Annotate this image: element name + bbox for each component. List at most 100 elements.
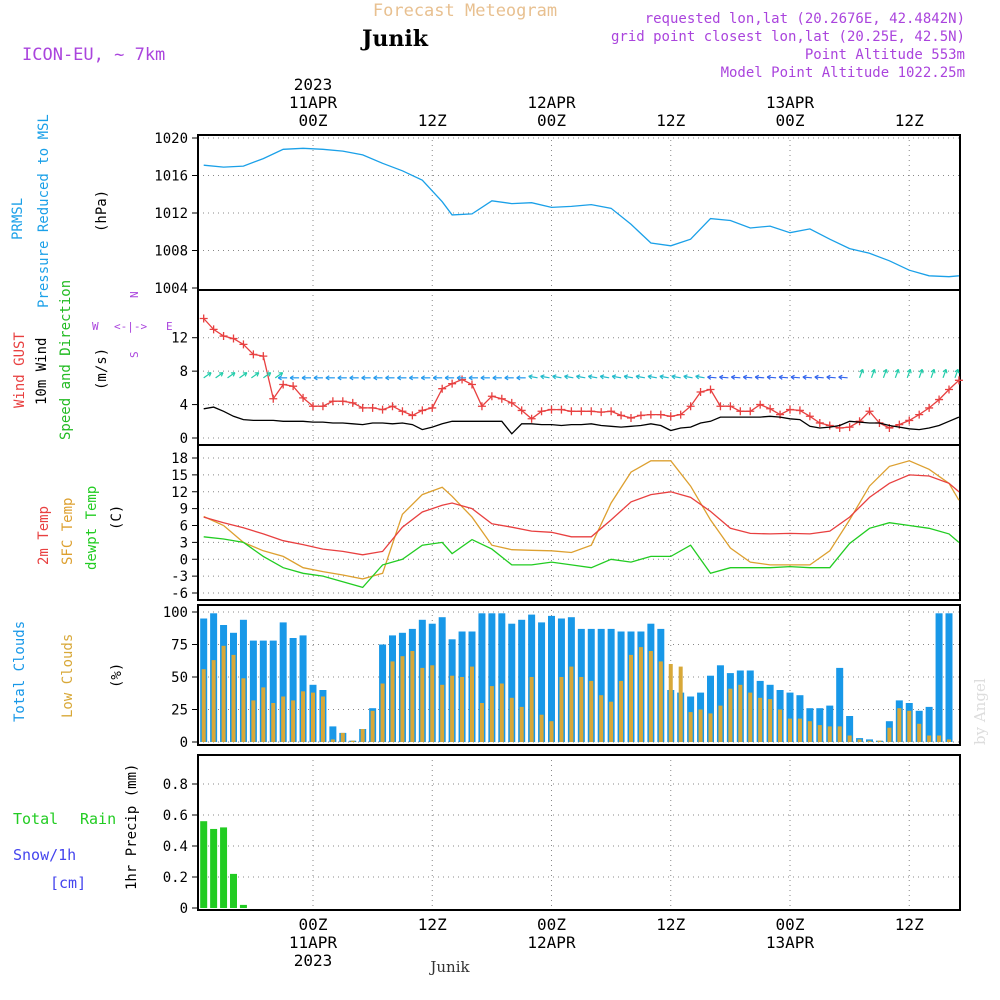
compass-west: W (92, 320, 99, 333)
total-cloud-bar (707, 675, 714, 742)
wind-arrow (239, 372, 248, 379)
low-cloud-bar (857, 739, 862, 742)
total-cloud-bar (935, 613, 943, 742)
low-cloud-bar (370, 710, 375, 742)
low-cloud-bar (668, 664, 673, 742)
gust-point (388, 402, 397, 411)
wind-arrow-head (742, 374, 748, 380)
low-clouds-label: Low Clouds (60, 634, 76, 718)
wind-arrow-head (623, 374, 629, 380)
y-tick-label: 18 (171, 451, 188, 467)
gust-point (249, 350, 258, 359)
low-cloud-bar (907, 710, 912, 742)
low-cloud-bar (927, 735, 932, 742)
wind-arrow (894, 369, 899, 379)
low-cloud-bar (211, 660, 216, 742)
total-cloud-bar (249, 640, 257, 742)
wind-arrow-head (802, 374, 807, 380)
time-label-top: 00Z (537, 111, 566, 130)
gust-point (398, 407, 407, 416)
wind-unit-label: (m/s) (94, 348, 110, 390)
cloud-bars (200, 613, 953, 742)
temperature-series (203, 460, 960, 589)
snow-unit-label: [cm] (50, 874, 86, 892)
total-cloud-bar (786, 692, 794, 742)
wind-arrow-head (552, 374, 557, 380)
total-cloud-bar (279, 622, 287, 742)
low-cloud-bar (549, 721, 554, 742)
gust-point (786, 405, 794, 414)
gust-point (517, 406, 526, 415)
wind-arrow-head (564, 374, 569, 380)
gust-point (646, 410, 655, 419)
rain-bar (220, 827, 228, 908)
low-cloud-bar (589, 680, 594, 742)
gust-point (527, 414, 536, 423)
low-cloud-bar (807, 721, 812, 742)
low-cloud-bar (867, 740, 872, 742)
wind-arrow-head (647, 374, 652, 380)
low-cloud-bar (638, 647, 643, 742)
wind-arrow-head (695, 374, 700, 380)
y-tick-label: -6 (171, 586, 188, 602)
total-cloud-bar (846, 716, 854, 742)
wind-arrow-head (456, 375, 461, 381)
total-cloud-bar (269, 640, 277, 742)
gust-point (825, 421, 834, 430)
y-tick-label: 0.4 (163, 839, 188, 855)
sfc-temp-line (203, 460, 960, 580)
wind-compass-icon: W <-|-> E N S (92, 291, 173, 358)
total-cloud-bar (498, 613, 506, 742)
time-label-bottom: 12APR (527, 933, 576, 952)
gust-point (696, 388, 705, 397)
footer-location: Junik (428, 958, 470, 976)
low-cloud-bar (738, 684, 743, 742)
wind-arrow (790, 376, 800, 379)
low-cloud-bar (847, 735, 852, 742)
low-cloud-bar (400, 656, 405, 742)
gust-point (348, 398, 357, 407)
total-cloud-bar (538, 622, 546, 742)
wind-arrow (215, 372, 224, 379)
total-cloud-bar (438, 617, 446, 742)
wind-arrow-head (540, 374, 545, 380)
y-tick-label: 50 (171, 670, 188, 686)
wind-arrow (274, 372, 283, 379)
time-label-bottom: 12Z (418, 915, 447, 934)
wind-arrow-head (420, 375, 425, 381)
wind-arrow-head (778, 374, 783, 380)
wind-arrow-head (277, 375, 282, 381)
gust-point (318, 402, 327, 411)
rain-bar (239, 904, 247, 908)
y-tick-label: 0.2 (163, 870, 188, 886)
y-tick-label: 1012 (154, 206, 188, 222)
low-cloud-bar (569, 666, 574, 742)
low-cloud-bar (728, 688, 733, 742)
wind-arrow (659, 375, 669, 379)
low-cloud-bar (599, 695, 604, 742)
wind-arrow (942, 369, 947, 379)
y-tick-label: 1008 (154, 244, 188, 260)
gust-point (279, 380, 288, 389)
gust-point (656, 410, 665, 419)
wind-arrow (906, 369, 911, 379)
pressure-msl-label: Pressure Reduced to MSL (36, 114, 52, 308)
rain-bar (230, 873, 237, 908)
time-label-top: 12Z (656, 111, 685, 130)
wind-arrow-head (671, 374, 676, 380)
low-cloud-bar (489, 686, 494, 742)
gust-point (607, 407, 616, 416)
y-tick-label: 0 (180, 431, 188, 447)
low-cloud-bar (698, 709, 703, 742)
wind-arrow-head (918, 368, 924, 374)
wind-arrow-head (838, 374, 843, 380)
y-tick-label: 75 (171, 638, 188, 654)
low-cloud-bar (708, 713, 713, 742)
wind-gust-label: Wind GUST (12, 332, 28, 408)
low-cloud-bar (947, 739, 951, 742)
pressure-unit-label: (hPa) (94, 190, 110, 232)
wind-arrow (778, 376, 789, 379)
y-tick-label: 1004 (154, 281, 188, 297)
wind-arrow-head (468, 375, 473, 381)
